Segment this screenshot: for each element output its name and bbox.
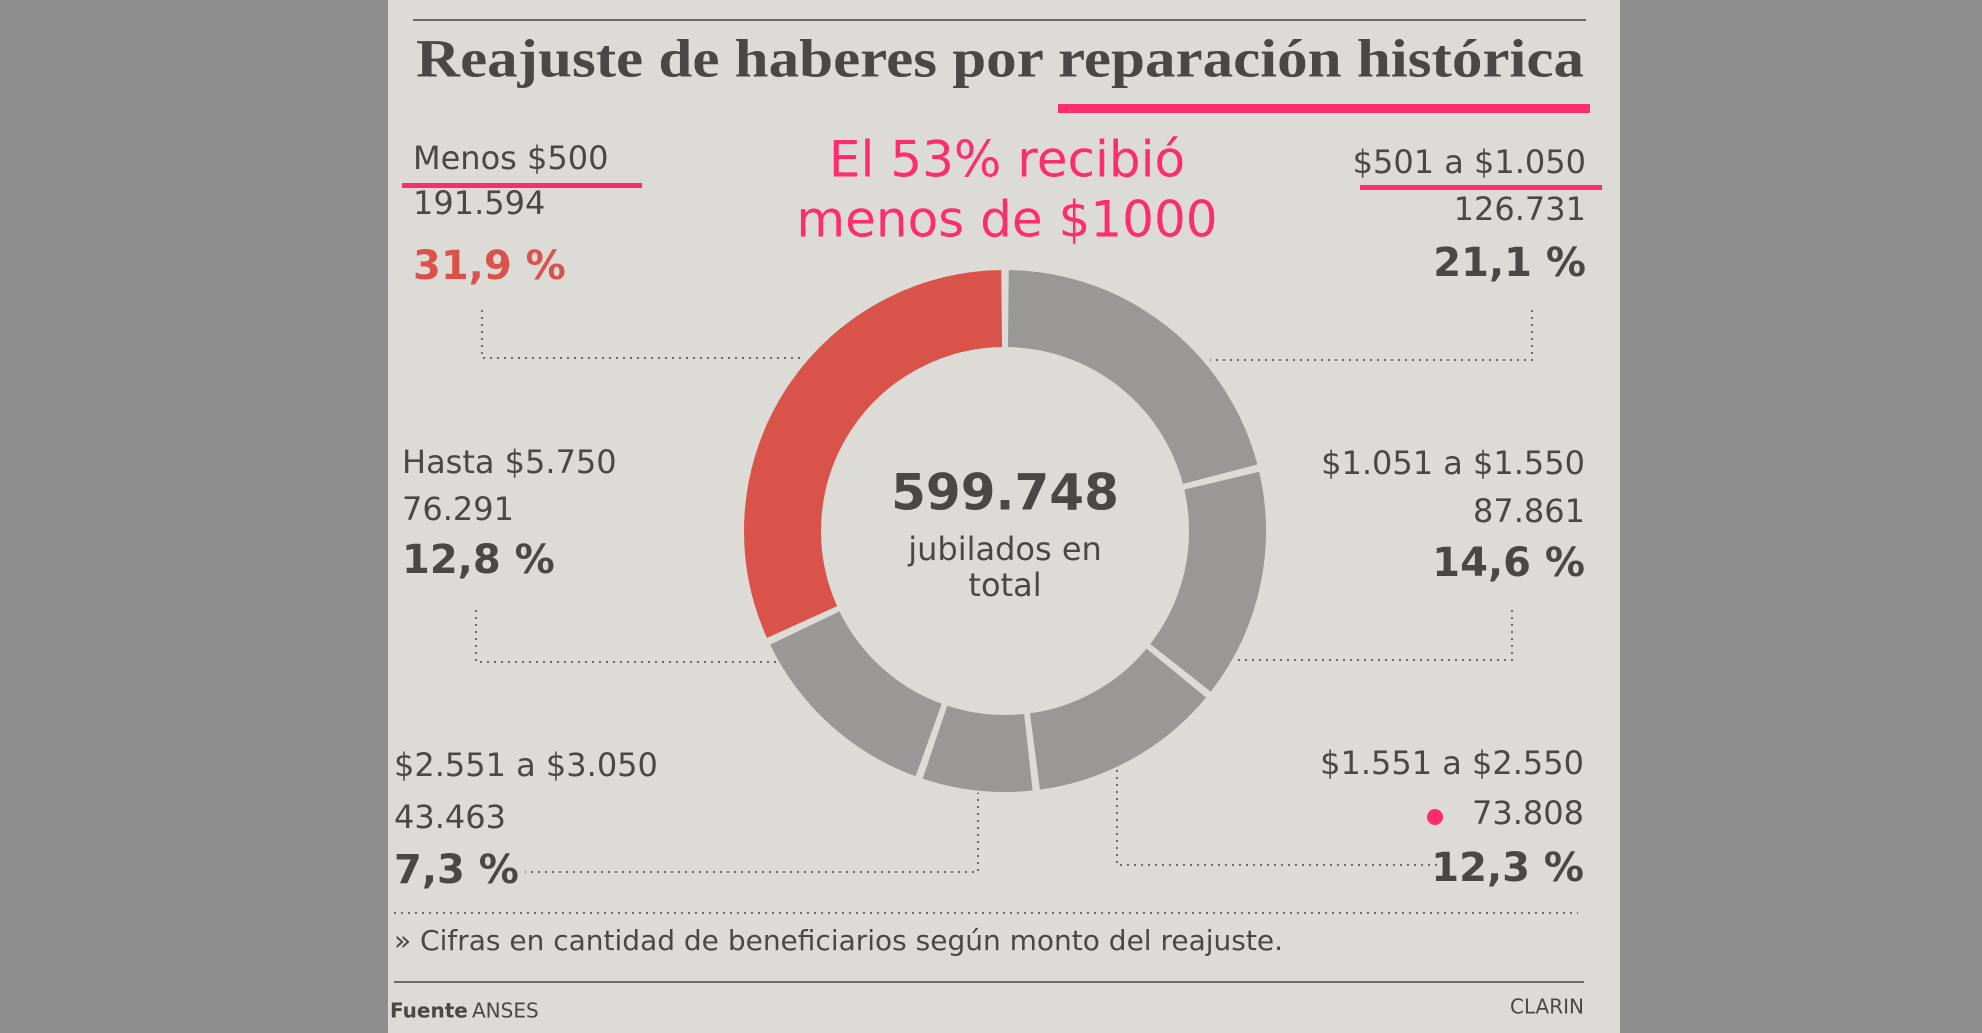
source: ANSES <box>472 999 539 1023</box>
category-label: Hasta $5.750 <box>402 443 617 481</box>
connector <box>1230 610 1513 661</box>
value-label: 12,3 % <box>1431 845 1584 891</box>
annotation: El 53% recibió <box>829 131 1185 189</box>
highlight-underline <box>1058 104 1590 113</box>
category-label: $1.551 a $2.550 <box>1320 744 1584 782</box>
category-label: $501 a $1.050 <box>1353 143 1586 181</box>
total-caption: total <box>968 566 1041 604</box>
connector <box>481 310 805 359</box>
donut-segment <box>1147 469 1268 695</box>
count-label: 76.291 <box>402 490 514 528</box>
value-label: 12,8 % <box>402 537 555 583</box>
donut-segment <box>1027 645 1209 792</box>
count-label: 43.463 <box>394 798 506 836</box>
value-label: 7,3 % <box>394 847 519 893</box>
category-label: $1.051 a $1.550 <box>1321 444 1585 482</box>
count-label: 87.861 <box>1473 492 1585 530</box>
connector <box>1210 310 1533 361</box>
count-label: 191.594 <box>413 184 545 222</box>
highlight-underline <box>1360 185 1602 190</box>
donut-segment <box>1005 268 1260 487</box>
value-label: 31,9 % <box>413 243 566 289</box>
connector <box>525 785 979 873</box>
side-left <box>0 0 388 1033</box>
value-label: 21,1 % <box>1433 240 1586 286</box>
category-label: Menos $500 <box>413 139 608 177</box>
source-label: Fuente <box>390 999 468 1023</box>
total: 599.748 <box>891 464 1119 522</box>
donut-segment <box>742 268 1005 641</box>
value-label: 14,6 % <box>1432 540 1585 586</box>
credit: CLARIN <box>1510 995 1584 1019</box>
highlight-dot <box>1427 809 1443 825</box>
count-label: 73.808 <box>1472 794 1584 832</box>
donut-segment <box>767 608 945 779</box>
chart-title: Reajuste de haberes por reparación histó… <box>416 28 1584 88</box>
footnote: » Cifras en cantidad de beneficiarios se… <box>394 924 1283 957</box>
annotation: menos de $1000 <box>796 191 1217 249</box>
highlight-underline <box>402 183 642 188</box>
total-caption: jubilados en <box>907 530 1102 568</box>
paper <box>388 0 1620 1033</box>
donut-segment <box>920 703 1035 794</box>
side-right <box>1620 0 1982 1033</box>
category-label: $2.551 a $3.050 <box>394 746 658 784</box>
count-label: 126.731 <box>1454 190 1586 228</box>
